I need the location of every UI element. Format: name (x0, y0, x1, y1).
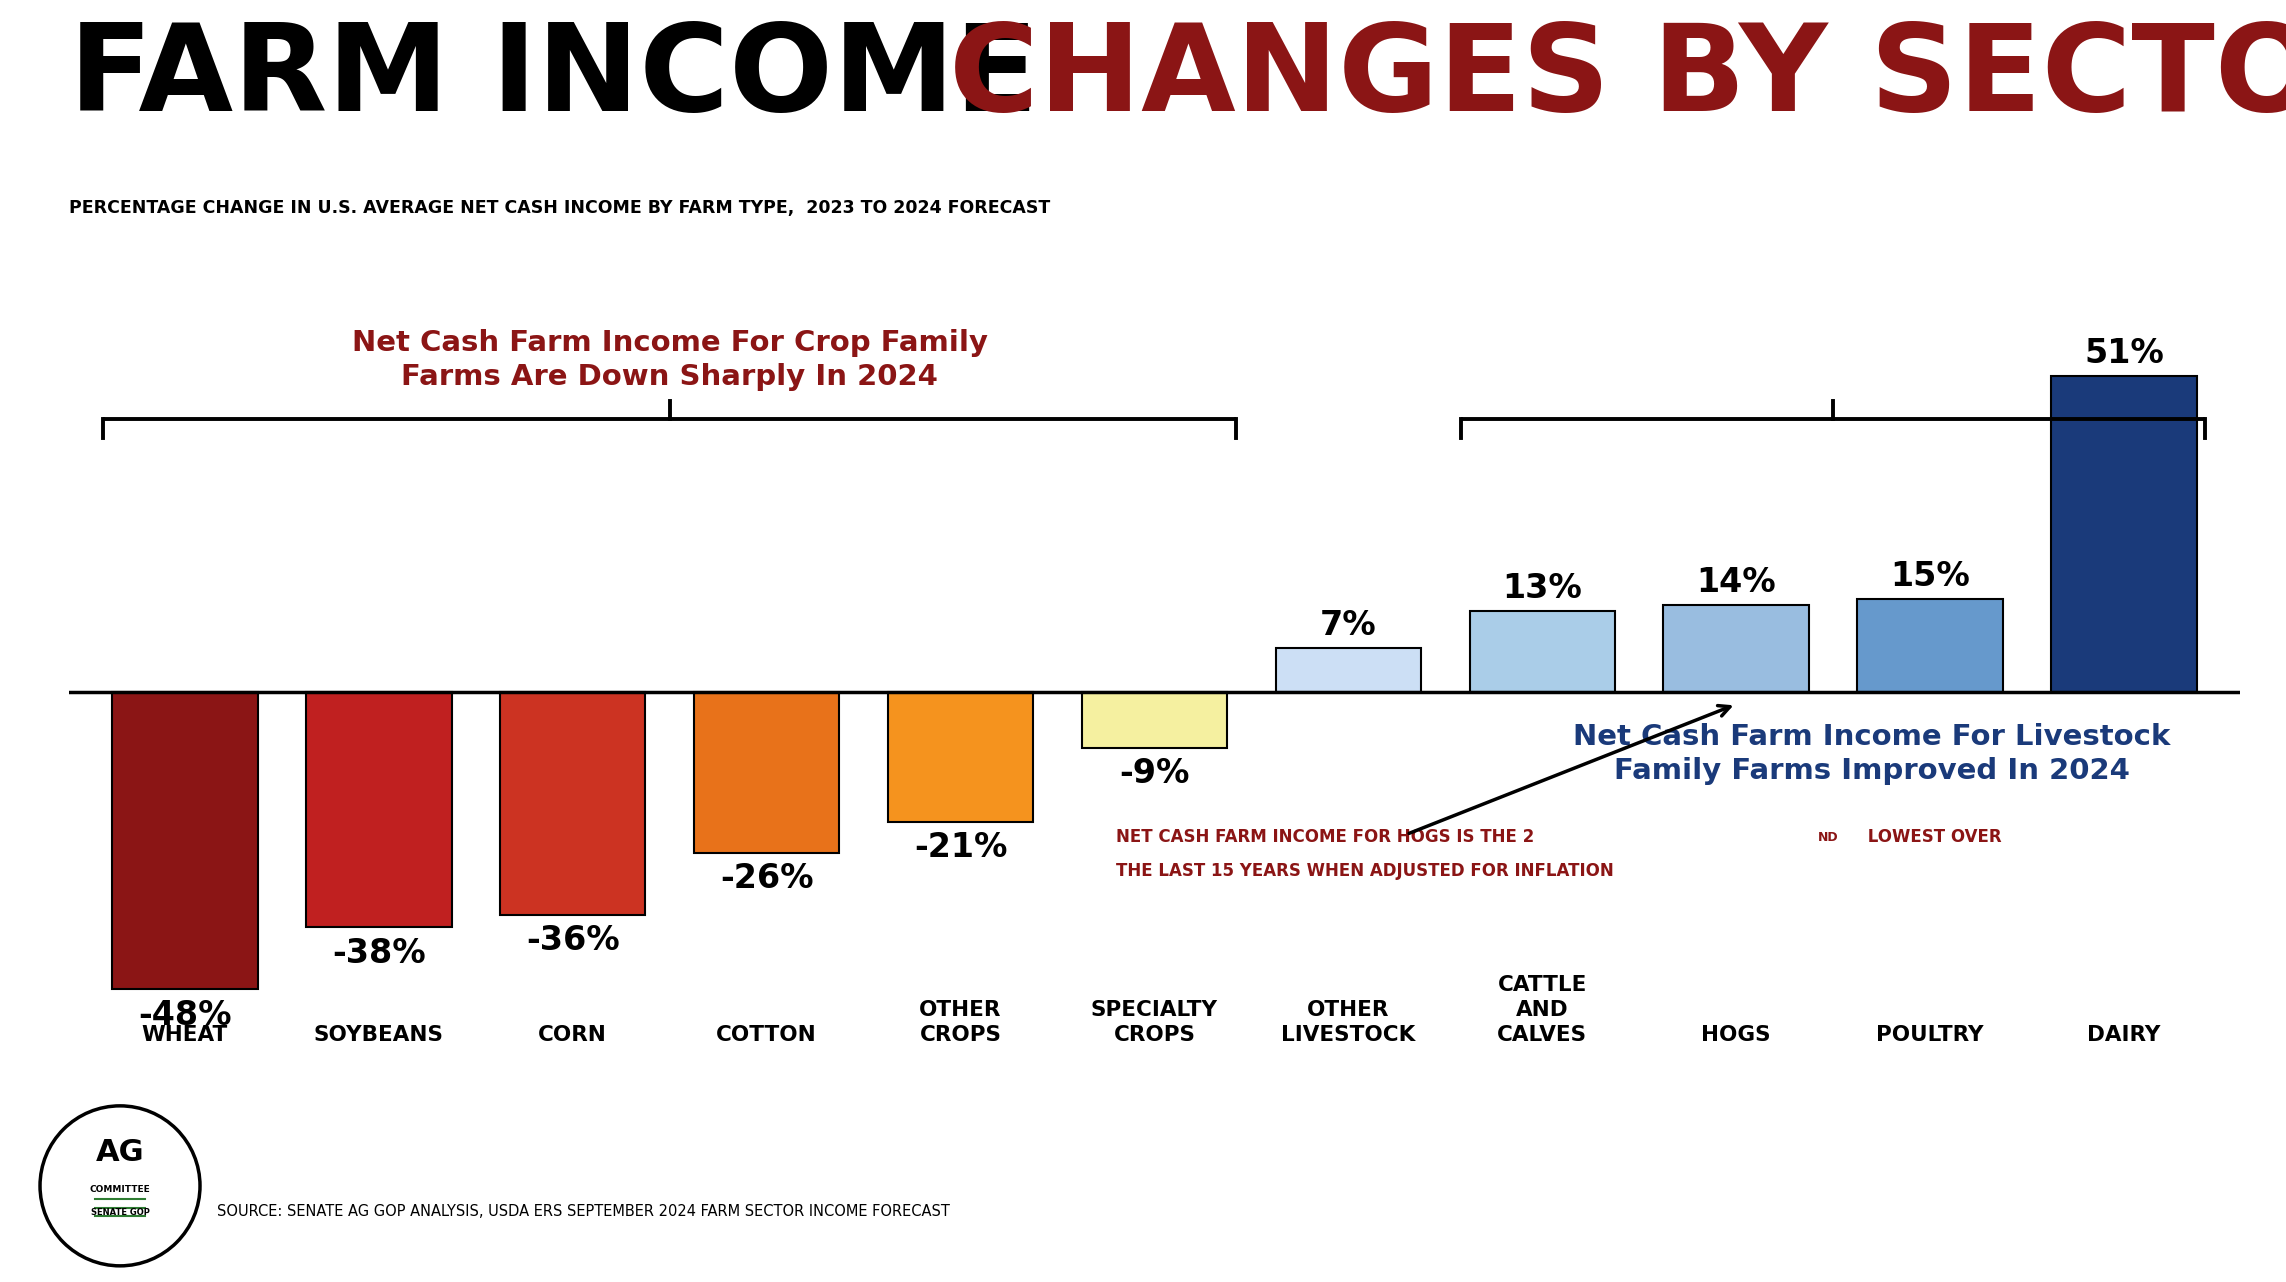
Text: Net Cash Farm Income For Livestock
Family Farms Improved In 2024: Net Cash Farm Income For Livestock Famil… (1573, 723, 2169, 786)
Text: 15%: 15% (1891, 560, 1971, 592)
Bar (1856, 599, 2003, 692)
Text: 51%: 51% (2085, 337, 2165, 369)
Text: -48%: -48% (137, 999, 231, 1032)
Text: CORN: CORN (537, 1026, 608, 1045)
Text: DAIRY: DAIRY (2087, 1026, 2160, 1045)
Text: HOGS: HOGS (1701, 1026, 1772, 1045)
Bar (695, 692, 839, 853)
Text: 7%: 7% (1319, 609, 1376, 642)
Text: -21%: -21% (914, 831, 1008, 864)
Text: AG: AG (96, 1138, 144, 1167)
Text: LOWEST OVER: LOWEST OVER (1863, 828, 2003, 846)
Text: COMMITTEE: COMMITTEE (89, 1185, 151, 1194)
Text: COTTON: COTTON (716, 1026, 816, 1045)
Text: WHEAT: WHEAT (142, 1026, 229, 1045)
Text: 14%: 14% (1696, 565, 1776, 599)
Bar (1470, 612, 1614, 692)
Text: ND: ND (1817, 831, 1838, 845)
Text: SENATE GOP: SENATE GOP (91, 1208, 149, 1217)
Bar (1276, 649, 1422, 692)
Text: FARM INCOME: FARM INCOME (69, 19, 1038, 136)
Text: -26%: -26% (720, 863, 814, 895)
Text: -9%: -9% (1120, 756, 1189, 790)
Text: -36%: -36% (526, 924, 620, 958)
Circle shape (41, 1106, 199, 1265)
Bar (887, 692, 1033, 822)
Text: 13%: 13% (1502, 572, 1582, 605)
Text: -38%: -38% (331, 937, 425, 969)
Text: SOURCE: SENATE AG GOP ANALYSIS, USDA ERS SEPTEMBER 2024 FARM SECTOR INCOME FOREC: SOURCE: SENATE AG GOP ANALYSIS, USDA ERS… (217, 1204, 951, 1219)
Text: NET CASH FARM INCOME FOR HOGS IS THE 2: NET CASH FARM INCOME FOR HOGS IS THE 2 (1116, 828, 1534, 846)
Bar (306, 692, 453, 927)
Text: PERCENTAGE CHANGE IN U.S. AVERAGE NET CASH INCOME BY FARM TYPE,  2023 TO 2024 FO: PERCENTAGE CHANGE IN U.S. AVERAGE NET CA… (69, 199, 1049, 217)
Text: SOYBEANS: SOYBEANS (313, 1026, 443, 1045)
Text: POULTRY: POULTRY (1877, 1026, 1984, 1045)
Bar (1664, 605, 1808, 692)
Bar (501, 692, 645, 915)
Bar (112, 692, 258, 990)
Text: CATTLE
AND
CALVES: CATTLE AND CALVES (1497, 976, 1586, 1045)
Text: CHANGES BY SECTOR: CHANGES BY SECTOR (949, 19, 2286, 136)
Text: SPECIALTY
CROPS: SPECIALTY CROPS (1090, 1000, 1218, 1045)
Bar (1081, 692, 1228, 747)
Text: THE LAST 15 YEARS WHEN ADJUSTED FOR INFLATION: THE LAST 15 YEARS WHEN ADJUSTED FOR INFL… (1116, 863, 1614, 881)
Text: OTHER
CROPS: OTHER CROPS (919, 1000, 1001, 1045)
Text: OTHER
LIVESTOCK: OTHER LIVESTOCK (1280, 1000, 1415, 1045)
Bar (2051, 376, 2197, 692)
Text: Net Cash Farm Income For Crop Family
Farms Are Down Sharply In 2024: Net Cash Farm Income For Crop Family Far… (352, 328, 988, 391)
